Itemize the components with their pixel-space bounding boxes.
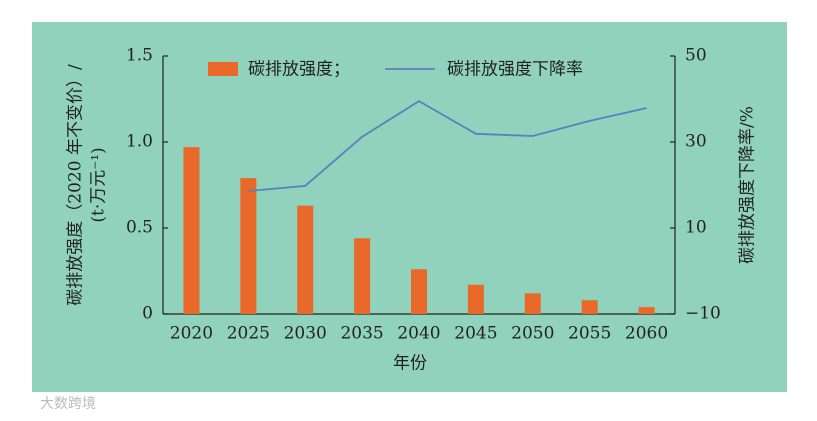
x-tick-label: 2040 <box>397 324 440 344</box>
y2-tick-label: 30 <box>685 132 707 152</box>
bar <box>297 205 314 314</box>
bar <box>524 293 541 314</box>
y-tick-label: 0 <box>142 304 153 324</box>
x-tick-label: 2035 <box>340 324 383 344</box>
bar <box>581 300 598 314</box>
y-tick-label: 1.0 <box>126 132 153 152</box>
x-tick-label: 2030 <box>284 324 327 344</box>
y-tick-label: 0.5 <box>126 218 153 238</box>
x-tick-label: 2025 <box>227 324 270 344</box>
x-tick-label: 2060 <box>625 324 668 344</box>
y2-axis-title: 碳排放强度下降率/% <box>738 106 758 264</box>
x-tick-label: 2020 <box>170 324 213 344</box>
legend-label: 碳排放强度下降率 <box>447 60 583 80</box>
panel <box>32 22 787 392</box>
bar <box>638 307 655 314</box>
legend-swatch <box>208 62 238 76</box>
bar <box>354 238 371 314</box>
x-tick-label: 2045 <box>454 324 497 344</box>
bar <box>240 178 257 314</box>
bar <box>411 269 427 314</box>
y-tick-label: 1.5 <box>126 46 153 66</box>
bar <box>467 284 484 314</box>
x-tick-label: 2050 <box>511 324 554 344</box>
line <box>248 100 647 192</box>
y-axis-title: 碳排放强度（2020 年不变价）/ <box>66 64 86 306</box>
y2-tick-label: −10 <box>685 304 721 324</box>
y2-tick-label: 50 <box>685 46 707 66</box>
bar <box>183 147 200 314</box>
y-axis-title: (t·万元⁻¹) <box>89 147 109 222</box>
x-tick-label: 2055 <box>568 324 611 344</box>
legend-label: 碳排放强度； <box>248 60 350 80</box>
y2-tick-label: 10 <box>685 218 707 238</box>
watermark: 大数跨境 <box>40 396 96 412</box>
x-axis-title: 年份 <box>393 354 427 374</box>
